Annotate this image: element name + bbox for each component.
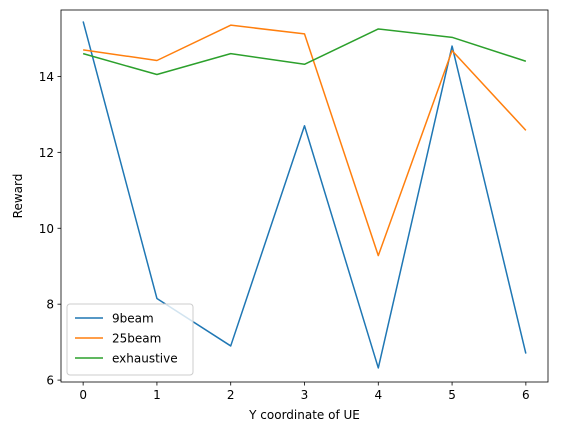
- y-tick-label: 6: [46, 374, 54, 388]
- y-axis-label: Reward: [11, 174, 25, 219]
- x-tick-label: 5: [448, 388, 456, 402]
- x-axis-ticks: 0 1 2 3 4 5 6: [79, 382, 530, 402]
- y-tick-label: 14: [39, 70, 54, 84]
- y-tick-label: 12: [39, 146, 54, 160]
- x-tick-label: 3: [301, 388, 309, 402]
- series-line-25beam: [83, 24, 527, 257]
- y-axis-ticks: 6 8 10 12 14: [39, 70, 61, 388]
- x-tick-label: 0: [79, 388, 87, 402]
- legend-label-9beam: 9beam: [112, 312, 154, 326]
- x-tick-label: 6: [522, 388, 530, 402]
- series-line-exhaustive: [82, 28, 527, 76]
- x-tick-label: 4: [374, 388, 382, 402]
- x-tick-label: 2: [227, 388, 235, 402]
- legend: 9beam 25beam exhaustive: [66, 303, 194, 376]
- series-line-9beam: [82, 21, 527, 369]
- y-tick-label: 8: [46, 298, 54, 312]
- series-layer: [82, 21, 527, 369]
- x-tick-label: 1: [153, 388, 161, 402]
- legend-label-exhaustive: exhaustive: [112, 352, 178, 366]
- y-tick-label: 10: [39, 222, 54, 236]
- x-axis-label: Y coordinate of UE: [248, 408, 360, 422]
- legend-label-25beam: 25beam: [112, 332, 161, 346]
